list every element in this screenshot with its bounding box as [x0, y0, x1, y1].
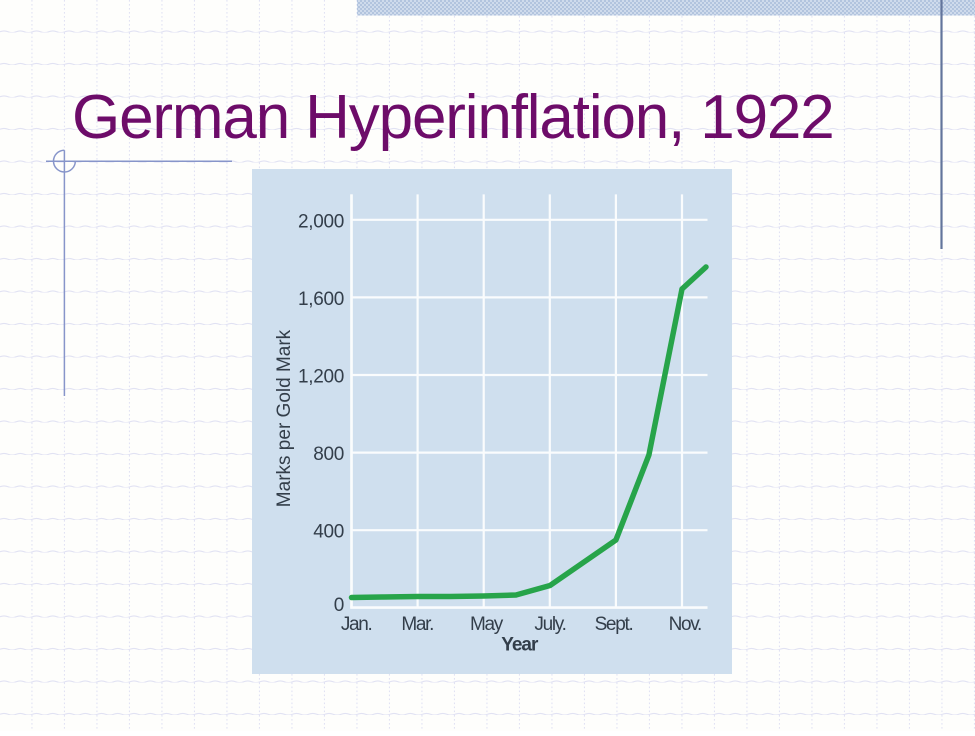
svg-text:Sept.: Sept. — [595, 614, 633, 635]
svg-text:1,600: 1,600 — [298, 289, 344, 310]
svg-text:Mar.: Mar. — [401, 614, 433, 635]
svg-text:2,000: 2,000 — [298, 211, 344, 232]
svg-text:Nov.: Nov. — [669, 614, 701, 635]
svg-text:0: 0 — [334, 595, 344, 616]
svg-text:400: 400 — [313, 522, 344, 543]
svg-text:Year: Year — [501, 634, 539, 655]
svg-text:Jan.: Jan. — [341, 614, 372, 635]
svg-text:July.: July. — [534, 614, 565, 635]
svg-text:Marks per Gold Mark: Marks per Gold Mark — [274, 329, 295, 507]
svg-text:May: May — [470, 614, 504, 635]
svg-text:German Hyperinflation, 1922: German Hyperinflation, 1922 — [72, 83, 834, 152]
svg-text:800: 800 — [313, 444, 344, 465]
svg-text:1,200: 1,200 — [298, 367, 344, 388]
